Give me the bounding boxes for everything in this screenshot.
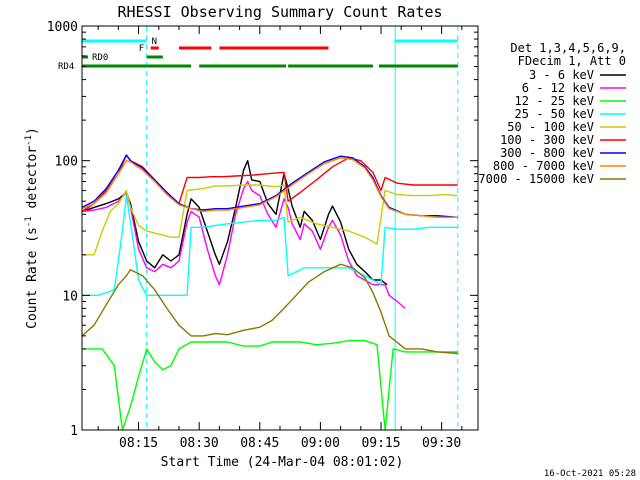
legend-header-line: Det 1,3,4,5,6,9, <box>510 41 626 55</box>
legend-label-8: 7000 - 15000 keV <box>478 172 594 186</box>
x-axis-label: Start Time (24-Mar-04 08:01:02) <box>161 455 404 470</box>
x-tick-label-4: 09:15 <box>361 436 400 451</box>
legend-label-0: 3 - 6 keV <box>529 68 594 82</box>
flag-f-label: F <box>139 44 144 54</box>
y-axis-label-sup-2: -1 <box>24 135 34 146</box>
y-axis-label: Count Rate (s-1 detector-1) <box>24 127 40 329</box>
legend: Det 1,3,4,5,6,9, FDecim 1, Att 0 3 - 6 k… <box>478 41 626 186</box>
flag-rd0-label: RD0 <box>92 53 108 63</box>
legend-label-2: 12 - 25 keV <box>515 94 594 108</box>
x-tick-label-3: 09:00 <box>301 436 340 451</box>
legend-label-1: 6 - 12 keV <box>522 81 594 95</box>
x-tick-label-1: 08:30 <box>180 436 219 451</box>
legend-label-4: 50 - 100 keV <box>507 120 594 134</box>
flags-layer: NF RD0 RD4 <box>58 37 458 72</box>
y-axis-label-rest: detector <box>25 146 40 217</box>
x-tick-label-2: 08:45 <box>240 436 279 451</box>
series-line-8 <box>81 263 458 355</box>
x-tick-label-0: 08:15 <box>119 436 158 451</box>
y-axis-label-main: Count Rate (s <box>25 227 40 329</box>
series-line-4 <box>82 184 458 256</box>
y-tick-label-3: 1000 <box>47 20 78 35</box>
legend-label-3: 25 - 50 keV <box>515 107 594 121</box>
legend-label-6: 300 - 800 keV <box>500 146 594 160</box>
axes-layer: 1 10 100 1000 08:15 08:30 08:45 09:00 09:15 09:30 <box>47 20 479 451</box>
y-axis-label-sup: -1 <box>24 216 34 227</box>
legend-label-7: 800 - 7000 keV <box>493 159 594 173</box>
chart-title: RHESSI Observing Summary Count Rates <box>117 3 442 21</box>
series-line-1 <box>81 180 406 309</box>
series-line-0 <box>81 159 388 286</box>
y-tick-label-0: 1 <box>70 424 78 439</box>
x-tick-label-5: 09:30 <box>422 436 461 451</box>
y-axis-label-end: ) <box>25 127 40 135</box>
legend-label-5: 100 - 300 keV <box>500 133 594 147</box>
series-line-3 <box>82 194 458 296</box>
legend-header-line: FDecim 1, Att 0 <box>518 54 626 68</box>
footer-timestamp: 16-Oct-2021 05:28 <box>544 469 636 479</box>
flag-rd4-label: RD4 <box>58 62 74 72</box>
y-tick-label-2: 100 <box>55 155 78 170</box>
series-line-7 <box>81 157 458 219</box>
y-tick-label-1: 10 <box>62 289 78 304</box>
flag-n-label: N <box>152 37 157 47</box>
